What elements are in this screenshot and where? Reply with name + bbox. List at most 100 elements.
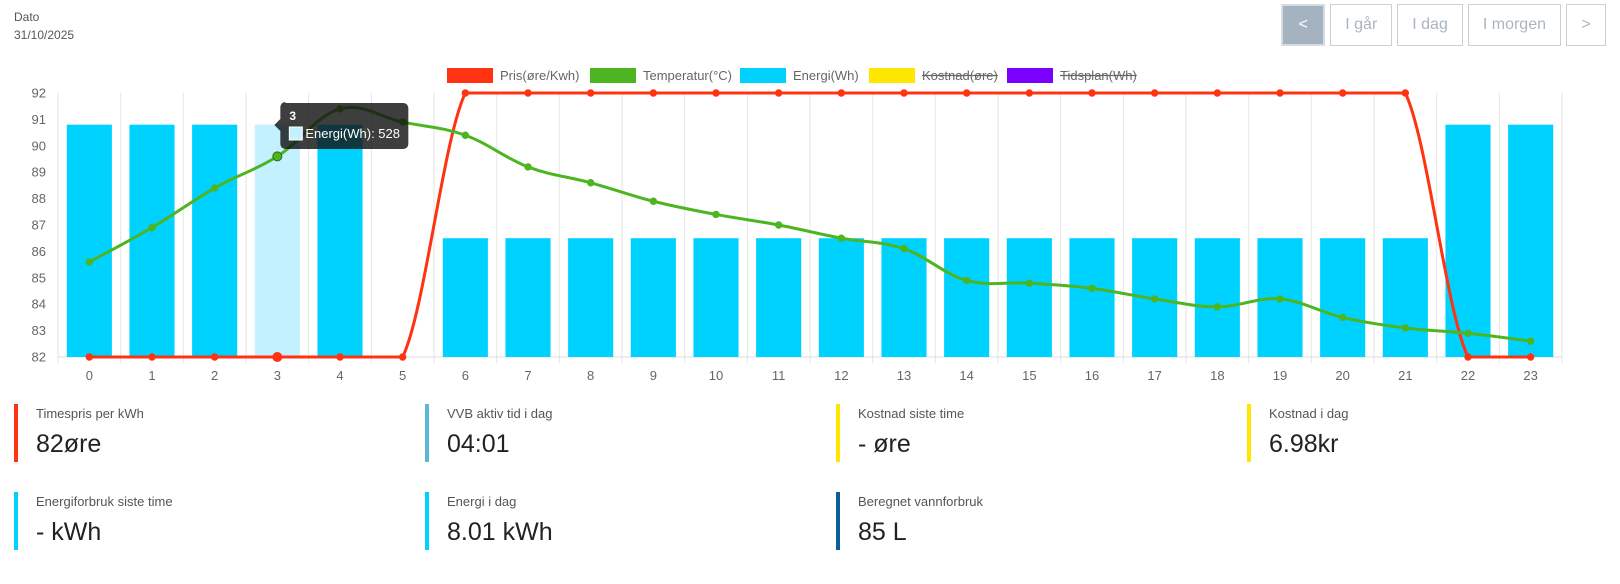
energy-bar[interactable] — [1508, 124, 1554, 358]
price-point — [1088, 89, 1096, 97]
x-tick-label: 15 — [1022, 368, 1036, 383]
stat-card-cost-last-hour: Kostnad siste time - øre — [836, 404, 1206, 462]
x-tick-label: 7 — [524, 368, 531, 383]
temperature-point — [649, 197, 658, 205]
energy-bar[interactable] — [129, 124, 175, 358]
legend-item[interactable]: Tidsplan(Wh) — [1007, 68, 1137, 83]
y-tick-label: 92 — [32, 86, 46, 101]
x-tick-label: 23 — [1523, 368, 1537, 383]
energy-bar[interactable] — [693, 238, 739, 357]
price-point — [649, 89, 658, 97]
x-tick-label: 11 — [772, 368, 786, 383]
tooltip-swatch — [288, 126, 303, 141]
stat-value: 6.98kr — [1269, 430, 1339, 458]
stat-label: Kostnad siste time — [858, 406, 965, 421]
x-tick-label: 9 — [650, 368, 657, 383]
legend-swatch — [1007, 68, 1053, 83]
y-tick-label: 91 — [32, 112, 46, 127]
date-display: Dato 31/10/2025 — [14, 8, 74, 44]
legend-item[interactable]: Pris(øre/Kwh) — [447, 68, 579, 83]
x-tick-label: 18 — [1210, 368, 1224, 383]
x-tick-label: 16 — [1085, 368, 1099, 383]
temperature-point — [1150, 295, 1159, 303]
stat-card-hourly-price: Timespris per kWh 82øre — [14, 404, 384, 462]
price-point — [1338, 89, 1347, 97]
x-tick-label: 12 — [834, 368, 848, 383]
energy-bar[interactable] — [1382, 238, 1428, 357]
energy-bar[interactable] — [1194, 238, 1240, 357]
energy-bar[interactable] — [192, 124, 238, 358]
legend-item[interactable]: Energi(Wh) — [740, 68, 859, 83]
x-tick-label: 14 — [959, 368, 973, 383]
date-navigation: < I går I dag I morgen > — [1281, 4, 1606, 46]
stat-label: VVB aktiv tid i dag — [447, 406, 553, 421]
temperature-point — [210, 184, 219, 192]
stat-label: Timespris per kWh — [36, 406, 144, 421]
temperature-point — [586, 179, 595, 187]
x-tick-label: 0 — [86, 368, 93, 383]
energy-bar[interactable] — [630, 238, 676, 357]
energy-bar[interactable] — [881, 238, 927, 357]
x-tick-label: 19 — [1273, 368, 1287, 383]
x-tick-label: 10 — [709, 368, 723, 383]
x-tick-label: 20 — [1335, 368, 1349, 383]
legend-label: Pris(øre/Kwh) — [500, 68, 579, 83]
energy-bar[interactable] — [944, 238, 990, 357]
energy-bar[interactable] — [1320, 238, 1366, 357]
stat-value: - øre — [858, 430, 911, 458]
energy-bar[interactable] — [1069, 238, 1115, 357]
energy-bar[interactable] — [818, 238, 864, 357]
y-tick-label: 84 — [32, 297, 46, 312]
price-point — [837, 89, 846, 97]
legend-label: Temperatur(°C) — [643, 68, 732, 83]
energy-bar[interactable] — [756, 238, 802, 357]
temperature-point — [1276, 295, 1284, 303]
x-tick-label: 1 — [148, 368, 155, 383]
x-tick-label: 22 — [1461, 368, 1475, 383]
energy-bar[interactable] — [1445, 124, 1491, 358]
yesterday-button[interactable]: I går — [1330, 4, 1393, 46]
legend-swatch — [869, 68, 915, 83]
energy-bar[interactable] — [66, 124, 112, 358]
temperature-point — [148, 223, 156, 232]
x-tick-label: 17 — [1147, 368, 1161, 383]
y-tick-label: 82 — [32, 350, 46, 365]
stat-card-water-usage: Beregnet vannforbruk 85 L — [836, 492, 1206, 550]
price-point — [712, 89, 720, 97]
y-tick-label: 86 — [32, 244, 46, 259]
price-point — [900, 89, 908, 97]
temperature-point — [85, 258, 94, 266]
date-value: 31/10/2025 — [14, 28, 75, 42]
tooltip-background — [274, 102, 409, 149]
tomorrow-button[interactable]: I morgen — [1467, 4, 1561, 46]
temperature-point — [1088, 284, 1096, 293]
temperature-point — [272, 151, 283, 162]
temperature-point — [962, 276, 971, 285]
price-point — [1276, 89, 1284, 97]
legend-item[interactable]: Kostnad(øre) — [869, 68, 998, 83]
energy-bar[interactable] — [568, 238, 614, 357]
energy-chart[interactable]: Pris(øre/Kwh) Temperatur(°C) Energi(Wh) Kos… — [0, 64, 1620, 394]
energy-bar[interactable] — [442, 238, 488, 357]
energy-bar[interactable] — [317, 124, 363, 358]
stat-card-active-time: VVB aktiv tid i dag 04:01 — [425, 404, 795, 462]
x-tick-label: 3 — [274, 368, 281, 383]
price-point — [461, 89, 470, 97]
price-point — [524, 89, 532, 97]
price-point — [210, 353, 219, 361]
next-day-button[interactable]: > — [1566, 4, 1606, 46]
y-tick-label: 85 — [32, 270, 46, 285]
x-tick-label: 5 — [399, 368, 406, 383]
stat-value: 8.01 kWh — [447, 518, 553, 546]
previous-day-button[interactable]: < — [1281, 4, 1326, 46]
today-button[interactable]: I dag — [1397, 4, 1463, 46]
energy-bar[interactable] — [1006, 238, 1052, 357]
y-tick-label: 83 — [32, 323, 46, 338]
x-tick-label: 4 — [336, 368, 343, 383]
temperature-point — [1464, 329, 1472, 337]
temperature-point — [712, 210, 720, 219]
legend-item[interactable]: Temperatur(°C) — [590, 68, 732, 83]
stat-label: Energiforbruk siste time — [36, 494, 173, 509]
x-tick-label: 6 — [462, 368, 469, 383]
energy-bar[interactable] — [505, 238, 551, 357]
